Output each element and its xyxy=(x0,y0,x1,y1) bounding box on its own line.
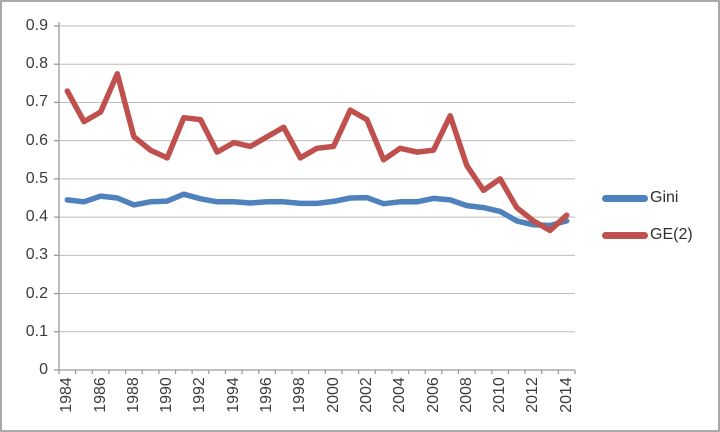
y-axis-tick-label: 0.7 xyxy=(25,93,48,111)
gini-line-swatch xyxy=(602,194,648,202)
y-axis-tick-label: 0.5 xyxy=(25,169,48,187)
ge2-line-swatch xyxy=(602,231,648,239)
x-axis-tick-label: 1986 xyxy=(91,377,109,413)
gini-line-series xyxy=(64,191,570,229)
legend-item-gini: Gini xyxy=(602,189,693,207)
y-axis-tick-label: 0.3 xyxy=(25,246,48,264)
ge2-line-series xyxy=(64,71,570,234)
data-series xyxy=(64,71,570,234)
x-axis-tick-label: 2008 xyxy=(457,377,475,413)
y-axis-tick-label: 0.6 xyxy=(25,131,48,149)
gridlines xyxy=(59,25,575,333)
x-axis-tick-label: 1984 xyxy=(58,377,76,413)
x-axis-tick-label: 1990 xyxy=(158,377,176,413)
x-axis-tick-label: 2012 xyxy=(524,377,542,413)
legend-label-ge2: GE(2) xyxy=(650,226,693,243)
legend-item-ge2: GE(2) xyxy=(602,226,693,244)
y-axis-tick-label: 0.9 xyxy=(25,17,48,34)
y-axis-tick-label: 0 xyxy=(39,361,48,378)
x-axis-tick-label: 2002 xyxy=(357,377,375,413)
y-axis-tick-label: 0.1 xyxy=(25,322,48,340)
y-axis-tick-label: 0.2 xyxy=(25,284,48,302)
x-axis-tick-label: 2000 xyxy=(324,377,342,413)
x-axis-tick-label: 2004 xyxy=(391,377,409,413)
x-axis-tick-label: 1994 xyxy=(224,377,242,413)
x-axis-tick-label: 1992 xyxy=(191,377,209,413)
x-axis-tick-label: 2006 xyxy=(424,377,442,413)
legend: Gini GE(2) xyxy=(602,189,693,263)
x-axis-tick-label: 1988 xyxy=(124,377,142,413)
x-axis-tick-label: 1998 xyxy=(291,377,309,413)
y-axis-tick-label: 0.4 xyxy=(25,208,48,226)
x-axis-tick-label: 1996 xyxy=(258,377,276,413)
x-axis-tick-label: 2010 xyxy=(491,377,509,413)
x-axis-tick-label: 2014 xyxy=(557,377,575,413)
y-axis-tick-label: 0.8 xyxy=(25,55,48,73)
axes xyxy=(54,22,576,374)
legend-label-gini: Gini xyxy=(650,189,679,206)
